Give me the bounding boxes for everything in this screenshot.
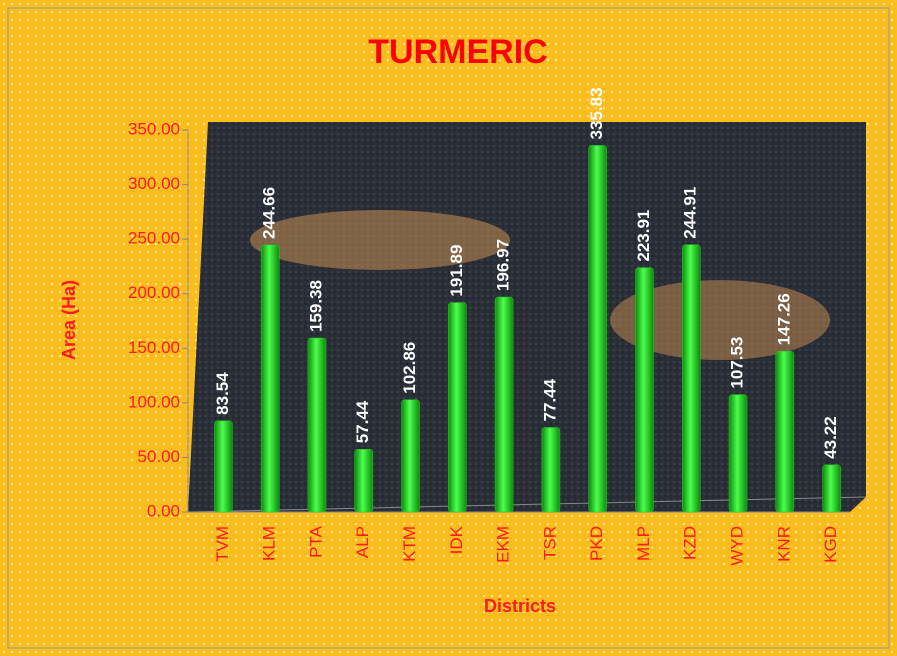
- value-label: 244.66: [260, 187, 279, 239]
- value-label: 57.44: [353, 400, 372, 443]
- y-axis-title: Area (Ha): [59, 280, 79, 360]
- y-tick-label: 100.00: [128, 392, 180, 411]
- x-tick-label: KZD: [681, 526, 700, 560]
- bar: [307, 337, 327, 513]
- x-tick-label: TSR: [540, 526, 559, 560]
- value-label: 223.91: [634, 210, 653, 262]
- x-tick-label: IDK: [447, 525, 466, 554]
- bar: [588, 145, 607, 513]
- y-tick-label: 150.00: [128, 338, 180, 357]
- value-label: 83.54: [213, 372, 232, 415]
- value-label: 107.53: [728, 337, 747, 389]
- value-label: 102.86: [400, 342, 419, 394]
- x-tick-label: PKD: [587, 526, 606, 561]
- decor: [610, 280, 830, 360]
- value-label: 77.44: [540, 378, 559, 421]
- bar: [541, 427, 561, 513]
- bar: [214, 420, 233, 513]
- chart-title: TURMERIC: [368, 33, 547, 71]
- x-tick-label: EKM: [494, 526, 513, 563]
- value-label: 244.91: [681, 187, 700, 239]
- bar: [635, 267, 654, 513]
- x-tick-label: TVM: [213, 526, 232, 562]
- decor: [250, 210, 510, 270]
- x-tick-label: KGD: [821, 526, 840, 563]
- floor-edge: [187, 496, 867, 513]
- value-label: 159.38: [306, 280, 325, 332]
- value-label: 43.22: [821, 416, 840, 459]
- y-tick-label: 250.00: [128, 229, 180, 248]
- y-tick-label: 200.00: [128, 283, 180, 302]
- bar: [354, 449, 373, 513]
- x-tick-label: WYD: [728, 526, 747, 566]
- x-tick-label: ALP: [353, 526, 372, 558]
- bar: [494, 296, 514, 513]
- y-tick-label: 50.00: [137, 447, 180, 466]
- bar: [728, 394, 748, 513]
- bar: [260, 244, 280, 513]
- x-tick-label: KLM: [260, 526, 279, 561]
- value-label: 196.97: [494, 239, 513, 291]
- bar: [822, 464, 841, 513]
- bar: [448, 302, 467, 513]
- value-label: 147.26: [774, 293, 793, 345]
- x-tick-label: PTA: [306, 525, 325, 557]
- x-tick-label: KNR: [774, 526, 793, 562]
- bar: [401, 399, 420, 513]
- x-tick-label: KTM: [400, 526, 419, 562]
- border: [7, 7, 890, 649]
- x-tick-label: MLP: [634, 526, 653, 561]
- y-tick-label: 300.00: [128, 174, 180, 193]
- bar: [682, 244, 701, 513]
- bar: [775, 351, 795, 513]
- value-label: 335.83: [587, 87, 606, 139]
- y-tick-label: 350.00: [128, 119, 180, 138]
- y-tick-label: 0.00: [147, 501, 180, 520]
- x-axis-title: Districts: [484, 596, 556, 616]
- value-label: 191.89: [447, 245, 466, 297]
